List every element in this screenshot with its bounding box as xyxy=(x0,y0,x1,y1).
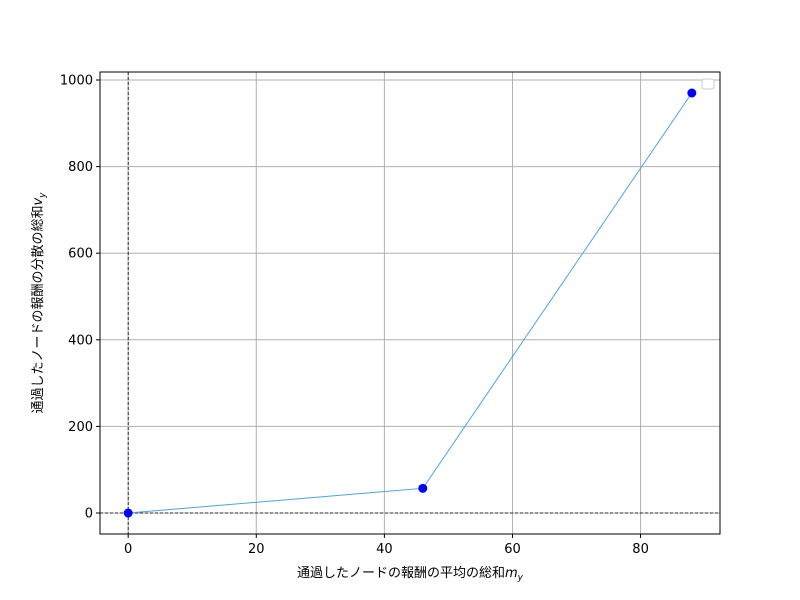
x-tick-label: 40 xyxy=(376,542,393,557)
x-tick-label: 60 xyxy=(504,542,521,557)
reference-lines xyxy=(100,72,720,534)
grid xyxy=(100,72,720,534)
data-point xyxy=(418,483,428,493)
x-tick-label: 0 xyxy=(124,542,132,557)
legend-box xyxy=(701,78,715,90)
x-tick-label: 80 xyxy=(632,542,649,557)
x-tick-label: 20 xyxy=(248,542,265,557)
y-tick-label: 200 xyxy=(68,420,93,435)
y-tick-label: 400 xyxy=(68,333,93,348)
series-line xyxy=(128,92,693,514)
data-point xyxy=(687,88,697,98)
y-tick-label: 800 xyxy=(68,160,93,175)
plot-frame xyxy=(99,71,721,535)
y-tick-label: 600 xyxy=(68,247,93,262)
data-point xyxy=(123,508,133,518)
y-axis-label: 通過したノードの報酬の分散の総和vy xyxy=(31,192,48,414)
y-tick-label: 1000 xyxy=(60,74,93,89)
series-layer xyxy=(123,88,697,518)
y-tick-label: 0 xyxy=(85,507,93,522)
x-axis-label: 通過したノードの報酬の平均の総和my xyxy=(297,566,524,583)
